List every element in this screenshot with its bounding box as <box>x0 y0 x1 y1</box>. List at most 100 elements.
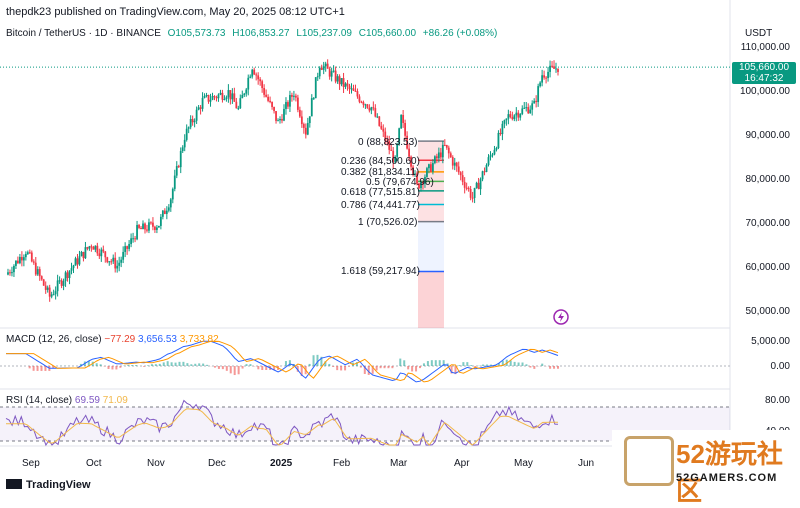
macd-histogram-bar <box>360 366 362 368</box>
candle-body <box>430 164 432 172</box>
candle-body <box>313 98 315 99</box>
ohlc-close: C105,660.00 <box>359 28 416 39</box>
candle-body <box>188 127 190 129</box>
candle-body <box>335 71 337 82</box>
candle-body <box>77 258 79 264</box>
macd-histogram-bar <box>37 366 39 371</box>
candle-body <box>500 133 502 134</box>
tradingview-logo-text: TradingView <box>26 479 91 491</box>
x-tick-label: Nov <box>147 458 165 469</box>
candle-body <box>106 257 108 262</box>
rsi-ma-value: 71.09 <box>103 395 128 406</box>
candle-body <box>523 108 525 109</box>
macd-histogram-bar <box>96 363 98 366</box>
candle-body <box>114 258 116 269</box>
candle-body <box>110 261 112 262</box>
candle-body <box>122 252 124 260</box>
macd-title[interactable]: MACD (12, 26, close) <box>6 334 102 345</box>
candle-body <box>549 66 551 72</box>
macd-histogram-bar <box>108 366 110 369</box>
chart-canvas[interactable] <box>0 0 800 497</box>
candle-body <box>162 211 164 217</box>
candle-body <box>224 99 226 100</box>
candle-body <box>204 96 206 98</box>
macd-histogram-bar <box>332 366 334 367</box>
x-tick-label: Dec <box>208 458 226 469</box>
candle-body <box>251 70 253 77</box>
candle-body <box>372 107 374 108</box>
macd-histogram-bar <box>257 366 259 369</box>
candle-body <box>484 171 486 172</box>
macd-histogram-bar <box>186 363 188 366</box>
candle-body <box>309 116 311 123</box>
macd-histogram-bar <box>344 366 346 370</box>
candle-body <box>130 238 132 244</box>
candle-body <box>378 116 380 125</box>
candle-body <box>525 107 527 108</box>
candle-body <box>368 108 370 111</box>
candle-body <box>126 246 128 249</box>
candle-body <box>480 179 482 189</box>
candle-body <box>452 157 454 166</box>
macd-histogram-bar <box>222 366 224 369</box>
candle-body <box>192 119 194 122</box>
candle-body <box>345 83 347 86</box>
candle-body <box>454 163 456 166</box>
candle-body <box>303 124 305 128</box>
candle-body <box>456 163 458 167</box>
macd-histogram-value: −77.29 <box>104 334 135 345</box>
tradingview-logo[interactable]: TradingView <box>6 479 91 491</box>
candle-body <box>150 222 152 223</box>
candle-body <box>229 90 231 99</box>
candle-body <box>267 97 269 101</box>
macd-histogram-bar <box>380 366 382 368</box>
candle-body <box>517 113 519 118</box>
candle-body <box>15 261 17 266</box>
symbol-name[interactable]: Bitcoin / TetherUS · 1D · BINANCE <box>6 28 161 39</box>
candle-body <box>235 102 237 108</box>
candle-body <box>29 252 31 253</box>
candle-body <box>104 251 106 257</box>
candle-body <box>202 98 204 109</box>
candle-body <box>450 153 452 157</box>
x-tick-label: Jun <box>578 458 594 469</box>
macd-histogram-bar <box>407 366 409 369</box>
candle-body <box>492 154 494 155</box>
y-tick-label: 80,000.00 <box>746 174 791 185</box>
candle-body <box>216 97 218 98</box>
y-tick-label: 60,000.00 <box>746 262 791 273</box>
candle-body <box>245 90 247 94</box>
candle-body <box>71 268 73 271</box>
candle-body <box>331 71 333 76</box>
candle-body <box>426 168 428 177</box>
candle-body <box>138 225 140 228</box>
candle-body <box>515 113 517 116</box>
candle-body <box>285 102 287 109</box>
candle-body <box>458 166 460 172</box>
macd-histogram-bar <box>119 366 121 368</box>
candle-body <box>220 93 222 95</box>
candle-body <box>243 94 245 95</box>
fib-level-0786: 0.786 (74,441.77) <box>341 200 420 211</box>
candle-body <box>47 288 49 290</box>
candle-body <box>329 69 331 77</box>
macd-legend: MACD (12, 26, close) −77.29 3,656.53 3,7… <box>6 334 219 345</box>
candle-body <box>432 163 434 172</box>
candle-body <box>545 78 547 79</box>
x-tick-label: Oct <box>86 458 102 469</box>
macd-histogram-bar <box>411 366 413 371</box>
candle-body <box>271 102 273 107</box>
candle-body <box>541 75 543 82</box>
candle-body <box>174 176 176 189</box>
macd-histogram-bar <box>316 355 318 366</box>
macd-histogram-bar <box>482 365 484 366</box>
macd-histogram-bar <box>529 366 531 368</box>
candle-body <box>67 272 69 278</box>
rsi-title[interactable]: RSI (14, close) <box>6 395 72 406</box>
candle-body <box>476 183 478 188</box>
candle-body <box>37 269 39 274</box>
candle-body <box>51 294 53 296</box>
candle-body <box>83 252 85 258</box>
candle-body <box>164 211 166 214</box>
lightning-bolt-icon <box>558 312 564 322</box>
